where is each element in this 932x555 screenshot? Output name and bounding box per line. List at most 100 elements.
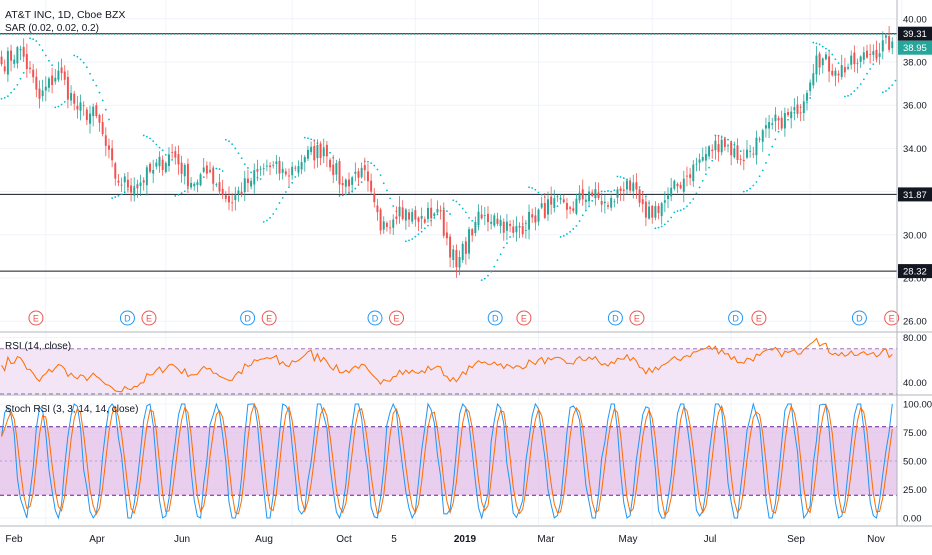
candle-body <box>316 145 319 159</box>
sar-point <box>123 191 126 194</box>
candle <box>120 177 123 192</box>
price-tick-label: 34.00 <box>903 144 927 155</box>
sar-point <box>654 227 657 230</box>
candle-body <box>518 226 521 228</box>
dividend-marker[interactable]: D <box>728 310 744 326</box>
earnings-marker[interactable]: E <box>389 310 405 326</box>
rsi-band <box>0 348 897 395</box>
sar-point <box>490 270 493 273</box>
candle <box>63 65 66 86</box>
candle <box>123 172 126 193</box>
earnings-marker[interactable]: E <box>751 310 767 326</box>
candle-body <box>417 217 420 222</box>
candle <box>543 192 546 220</box>
candle-body <box>79 102 82 111</box>
price-tick-label: 40.00 <box>903 14 927 25</box>
earnings-marker[interactable]: E <box>629 310 645 326</box>
candle-body <box>161 159 164 170</box>
candle <box>610 193 613 211</box>
rsi-legend[interactable]: RSI (14, close) <box>5 341 71 352</box>
candle <box>404 208 407 230</box>
sar-point <box>698 186 701 189</box>
candle-body <box>790 111 793 119</box>
candle-body <box>376 205 379 213</box>
stoch-tick-label: 25.00 <box>903 485 927 496</box>
sar-point <box>215 167 218 170</box>
candle <box>205 161 208 179</box>
candle-body <box>85 109 88 121</box>
candle <box>493 213 496 228</box>
candle <box>622 181 625 202</box>
candle <box>594 181 597 206</box>
candle-body <box>461 243 464 260</box>
candle-body <box>57 70 60 80</box>
sar-point <box>815 42 818 45</box>
candle-body <box>663 200 666 203</box>
candle <box>474 216 477 237</box>
dividend-marker[interactable]: D <box>851 310 867 326</box>
sar-point <box>613 189 616 192</box>
candle <box>414 206 417 227</box>
candle-body <box>256 169 259 172</box>
candle-body <box>433 213 436 217</box>
candle <box>445 221 448 246</box>
candle-body <box>401 207 404 219</box>
dividend-marker[interactable]: D <box>487 310 503 326</box>
candle <box>619 186 622 201</box>
sar-point <box>578 220 581 222</box>
dividend-marker[interactable]: D <box>607 310 623 326</box>
candle <box>325 140 328 168</box>
event-label: E <box>634 314 640 324</box>
sar-point <box>831 53 834 56</box>
candle <box>708 145 711 160</box>
candle-body <box>891 41 894 49</box>
stoch-legend[interactable]: Stoch RSI (3, 3, 14, 14, close) <box>5 404 138 415</box>
candle <box>736 138 739 164</box>
time-axis[interactable]: Feb Apr Jun Aug Oct 5 2019 Mar May Jul Sep Nov <box>5 534 885 545</box>
sar-point <box>843 95 846 98</box>
candle-body <box>341 183 344 186</box>
sar-point <box>79 58 82 61</box>
sar-point <box>487 274 489 277</box>
candle-body <box>692 164 695 182</box>
dividend-marker[interactable]: D <box>240 310 256 326</box>
candle-body <box>281 168 284 173</box>
earnings-marker[interactable]: E <box>516 310 532 326</box>
dividend-marker[interactable]: D <box>367 310 383 326</box>
sar-point <box>174 195 177 197</box>
sar-legend[interactable]: SAR (0.02, 0.02, 0.2) <box>5 23 99 34</box>
chart-title: AT&T INC, 1D, Cboe BZX <box>5 9 125 21</box>
dividend-marker[interactable]: D <box>119 310 135 326</box>
candle-body <box>474 221 477 234</box>
sar-point <box>774 138 777 141</box>
earnings-marker[interactable]: E <box>28 310 44 326</box>
horizontal-lines[interactable] <box>0 33 897 272</box>
sar-point <box>22 71 25 74</box>
candle <box>758 136 761 143</box>
candle-body <box>670 187 673 197</box>
sar-point <box>82 61 85 64</box>
earnings-marker[interactable]: E <box>141 310 157 326</box>
candle-body <box>54 77 57 82</box>
candle <box>480 205 483 220</box>
sar-point <box>540 193 543 196</box>
sar-point <box>117 194 120 197</box>
candle <box>89 105 91 134</box>
candle-body <box>720 139 723 153</box>
level-price-badge: 31.87 <box>898 187 932 202</box>
earnings-marker[interactable]: E <box>884 310 900 326</box>
candle <box>487 206 489 232</box>
candle <box>373 188 376 208</box>
candle <box>218 173 221 195</box>
candle <box>521 215 524 238</box>
candle <box>625 178 628 195</box>
candle-body <box>218 182 221 192</box>
candle <box>850 50 853 70</box>
event-label: D <box>124 314 131 324</box>
candle-body <box>496 218 499 224</box>
candle-body <box>872 51 875 55</box>
earnings-marker[interactable]: E <box>261 310 277 326</box>
